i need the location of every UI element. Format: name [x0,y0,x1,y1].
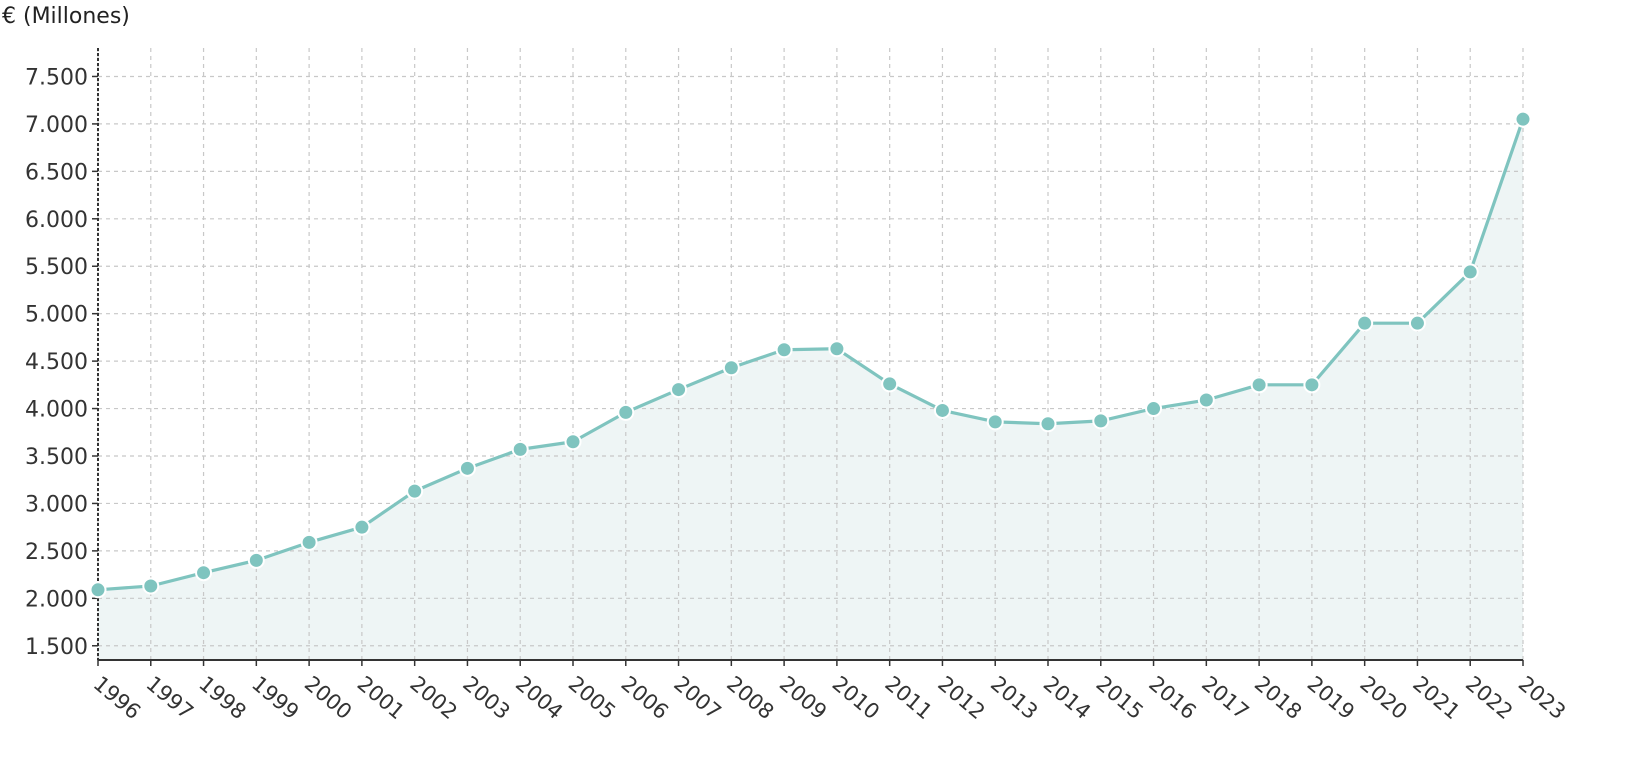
y-tick-label: 3.000 [25,492,88,517]
y-tick-label: 6.500 [25,160,88,185]
x-tick-label: 1998 [194,671,250,724]
data-point [564,433,582,451]
data-point [511,440,529,458]
data-point [1514,110,1532,128]
data-point [195,564,213,582]
x-tick-label: 2006 [617,671,673,724]
x-tick-label: 2003 [458,671,514,724]
data-point [142,577,160,595]
data-point [1461,263,1479,281]
grid-layer [97,48,1524,660]
y-tick-label: 1.500 [25,635,88,660]
x-tick-label: 1999 [247,671,303,724]
y-tick-label: 6.000 [25,208,88,233]
data-point [247,551,265,569]
x-tick-label: 2014 [1039,671,1095,724]
series-line [97,118,1525,592]
data-point [1250,376,1268,394]
y-tick-label: 2.000 [25,587,88,612]
data-point [933,401,951,419]
x-tick-label: 2007 [669,671,725,724]
y-tick-label: 5.000 [25,303,88,328]
area-layer [98,119,1523,661]
y-tick-label: 4.000 [25,398,88,423]
data-point [828,340,846,358]
x-tick-label: 2002 [405,671,461,724]
data-point [1303,376,1321,394]
x-tick-label: 2008 [722,671,778,724]
data-point [986,413,1004,431]
y-tick-label: 2.500 [25,540,88,565]
y-tick-label: 5.500 [25,255,88,280]
data-point [1145,400,1163,418]
x-tick-label: 2022 [1461,671,1517,724]
x-tick-label: 1996 [89,671,145,724]
x-tick-label: 2023 [1514,671,1570,724]
y-tick-label: 7.500 [25,65,88,90]
x-tick-label: 2011 [880,671,936,724]
data-point [775,341,793,359]
y-tick-label: 3.500 [25,445,88,470]
data-point [1039,415,1057,433]
x-tick-label: 2009 [775,671,831,724]
x-tick-label: 2010 [828,671,884,724]
x-tick-label: 2019 [1303,671,1359,724]
line-layer [97,118,1525,592]
x-tick-label: 2020 [1355,671,1411,724]
data-point [881,375,899,393]
x-tick-label: 2017 [1197,671,1253,724]
data-point [1356,314,1374,332]
area-fill [98,119,1523,661]
x-tick-label: 2004 [511,671,567,724]
data-point [722,359,740,377]
point-layer [89,110,1532,599]
x-tick-label: 1997 [142,671,198,724]
x-tick-label: 2013 [986,671,1042,724]
x-tick-label: 2001 [353,671,409,724]
data-point [1197,391,1215,409]
y-tick-labels: 1.500 2.000 2.500 3.000 3.500 4.000 4.500 5.000… [25,65,88,659]
x-tick-label: 2021 [1408,671,1464,724]
axis-layer [92,48,1524,666]
x-tick-label: 2005 [564,671,620,724]
y-axis-label: € (Millones) [2,4,130,29]
data-point [458,459,476,477]
y-tick-label: 7.000 [25,113,88,138]
x-tick-labels: 1996199719981999200020012002200320042005… [89,671,1570,724]
x-tick-label: 2016 [1144,671,1200,724]
x-tick-label: 2018 [1250,671,1306,724]
x-tick-label: 2015 [1092,671,1148,724]
x-tick-label: 2000 [300,671,356,724]
data-point [1092,412,1110,430]
x-tick-label: 2012 [933,671,989,724]
data-point [300,533,318,551]
data-point [406,482,424,500]
y-tick-label: 4.500 [25,350,88,375]
data-point [89,581,107,599]
data-point [353,518,371,536]
data-point [1408,314,1426,332]
data-point [670,381,688,399]
data-point [617,403,635,421]
